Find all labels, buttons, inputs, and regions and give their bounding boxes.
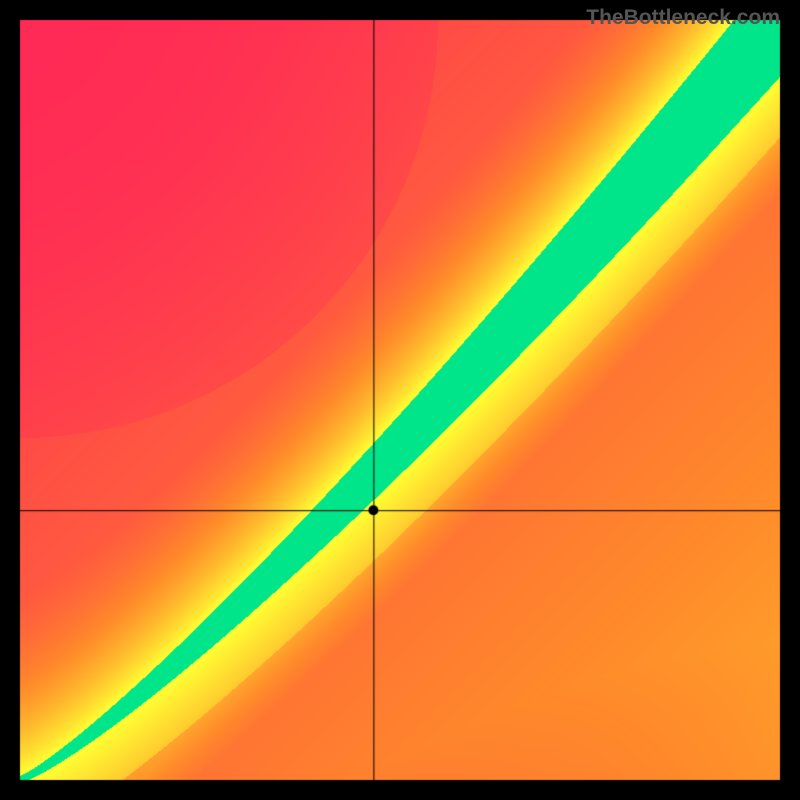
watermark-text: TheBottleneck.com: [586, 6, 780, 30]
chart-container: TheBottleneck.com: [0, 0, 800, 800]
bottleneck-heatmap: [0, 0, 800, 800]
